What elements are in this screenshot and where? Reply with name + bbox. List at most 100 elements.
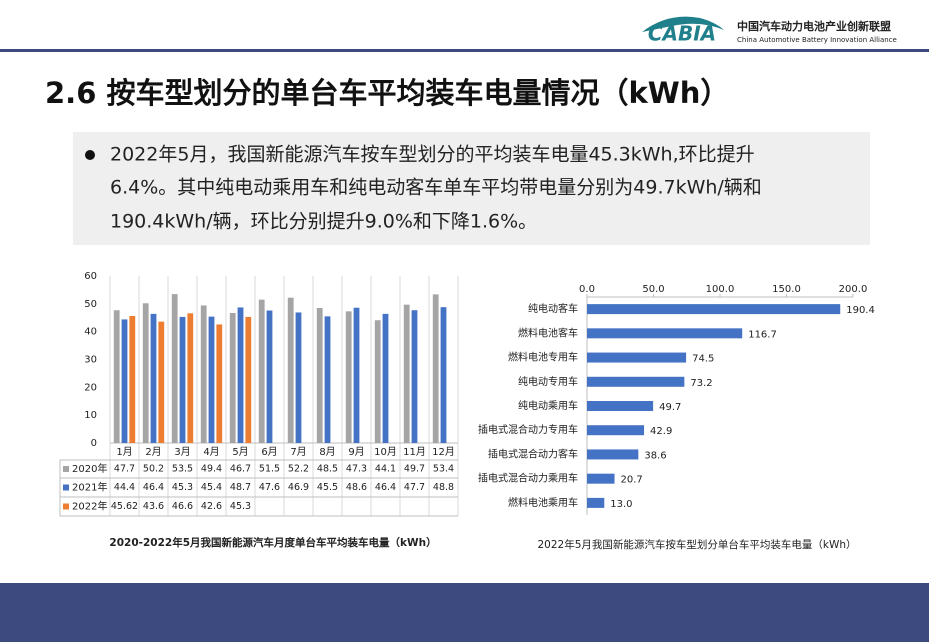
x-tick-label: 1月 (116, 446, 132, 458)
table-value: 45.5 (317, 482, 338, 493)
legend-label: 2021年 (72, 481, 107, 494)
bar (121, 319, 128, 443)
y-tick-label: 插电式混合动力专用车 (478, 423, 578, 436)
bullet-line: 6.4%。其中纯电动乘用车和纯电动客车单车平均带电量分别为49.7kWh/辆和 (110, 177, 762, 199)
y-tick-label: 插电式混合动力乘用车 (478, 472, 578, 485)
table-value: 53.4 (433, 464, 454, 475)
data-label: 13.0 (610, 499, 632, 510)
x-tick-label: 6月 (261, 446, 277, 458)
table-value: 47.7 (114, 464, 135, 475)
bullet-line: 190.4kWh/辆，环比分别提升9.0%和下降1.6%。 (110, 211, 537, 233)
bar (287, 297, 294, 443)
table-value: 48.5 (317, 464, 338, 475)
bar (229, 313, 236, 443)
legend-swatch (63, 484, 69, 491)
table-value: 45.3 (230, 501, 251, 512)
table-value: 48.6 (346, 482, 367, 493)
bar (587, 425, 645, 436)
x-tick-label: 200.0 (839, 284, 868, 295)
table-value: 46.7 (230, 464, 251, 475)
bar (200, 305, 207, 443)
org-name-en: China Automotive Battery Innovation Alli… (737, 36, 897, 44)
y-tick-label: 50 (84, 299, 97, 310)
data-label: 190.4 (846, 305, 875, 316)
data-label: 74.5 (692, 354, 714, 365)
table-value: 50.2 (143, 464, 164, 475)
legend-swatch (63, 503, 69, 510)
data-label: 20.7 (621, 475, 643, 486)
x-tick-label: 12月 (432, 446, 455, 458)
y-tick-label: 纯电动乘用车 (518, 399, 578, 412)
bar (411, 310, 418, 443)
bar (187, 313, 194, 443)
table-value: 51.5 (259, 464, 280, 475)
y-tick-label: 30 (84, 355, 97, 366)
table-value: 45.4 (201, 482, 222, 493)
table-value: 48.8 (433, 482, 454, 493)
logo-swoosh (642, 16, 724, 32)
table-value: 45.62 (111, 501, 138, 512)
y-tick-label: 纯电动客车 (528, 302, 578, 315)
table-value: 52.2 (288, 464, 309, 475)
x-tick-label: 4月 (203, 446, 219, 458)
table-value: 53.5 (172, 464, 193, 475)
chart-title: 2022年5月我国新能源汽车按车型划分单台车平均装车电量（kWh） (537, 538, 856, 551)
bar (245, 316, 252, 443)
bar (113, 310, 120, 443)
data-label: 38.6 (644, 450, 666, 461)
y-tick-label: 40 (84, 327, 97, 338)
bar (142, 303, 149, 443)
bar (403, 304, 410, 443)
x-tick-label: 0.0 (579, 284, 595, 295)
y-tick-label: 插电式混合动力客车 (488, 447, 578, 460)
bar (440, 307, 447, 443)
slide-title: 2.6 按车型划分的单台车平均装车电量情况（kWh） (45, 76, 729, 110)
x-tick-label: 5月 (232, 446, 248, 458)
table-value: 46.6 (172, 501, 193, 512)
bar (150, 313, 157, 443)
bar (171, 294, 178, 443)
x-tick-label: 8月 (319, 446, 335, 458)
bar (158, 321, 165, 443)
data-label: 116.7 (748, 329, 777, 340)
y-tick-label: 纯电动专用车 (518, 375, 578, 388)
bar (237, 307, 244, 443)
x-tick-label: 9月 (348, 446, 364, 458)
bar (179, 316, 186, 443)
x-tick-label: 10月 (374, 446, 397, 458)
x-tick-label: 11月 (403, 446, 426, 458)
bar (587, 376, 685, 387)
data-label: 73.2 (690, 378, 712, 389)
y-tick-label: 20 (84, 382, 97, 393)
table-value: 43.6 (143, 501, 164, 512)
legend-label: 2022年 (72, 500, 107, 513)
x-tick-label: 3月 (174, 446, 190, 458)
table-value: 47.6 (259, 482, 280, 493)
bar (587, 352, 687, 363)
y-tick-label: 60 (84, 271, 97, 282)
x-tick-label: 150.0 (772, 284, 801, 295)
bar (324, 316, 331, 443)
table-value: 47.3 (346, 464, 367, 475)
bar (266, 310, 273, 443)
table-value: 49.7 (404, 464, 425, 475)
bar (587, 304, 841, 315)
bar (587, 328, 743, 339)
y-tick-label: 燃料电池乘用车 (508, 496, 578, 509)
bar (353, 307, 360, 443)
table-value: 46.4 (143, 482, 164, 493)
table-value: 45.3 (172, 482, 193, 493)
x-tick-label: 50.0 (642, 284, 664, 295)
bullet-dot (85, 150, 95, 160)
bar (587, 401, 654, 411)
table-value: 44.4 (114, 482, 135, 493)
table-value: 42.6 (201, 501, 222, 512)
bar (316, 308, 323, 443)
table-value: 47.7 (404, 482, 425, 493)
footer-band (0, 583, 929, 642)
bar (129, 316, 136, 443)
table-value: 46.4 (375, 482, 396, 493)
bar (345, 311, 352, 443)
bar (208, 316, 215, 443)
